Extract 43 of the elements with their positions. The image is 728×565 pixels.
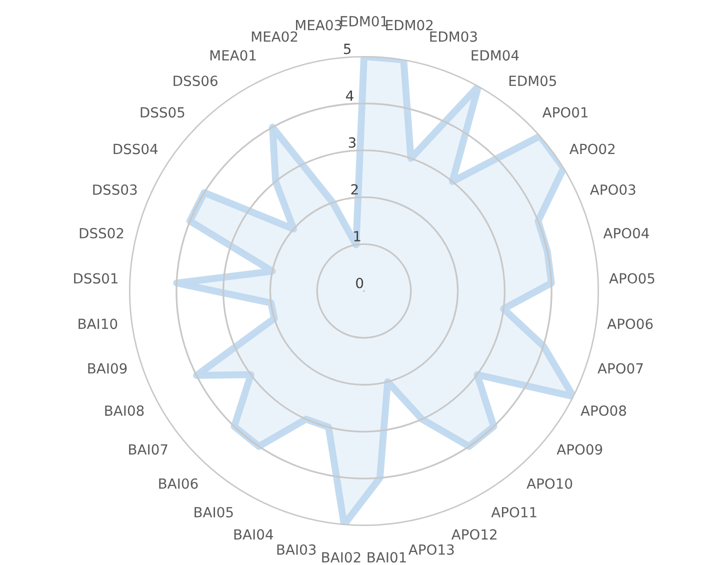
spoke-label: APO04 [603, 228, 649, 238]
spoke-label: DSS02 [80, 228, 124, 238]
spoke-label: DSS01 [74, 273, 118, 284]
spoke-label: APO05 [609, 273, 654, 284]
spoke-label: DSS03 [93, 184, 137, 195]
spoke-label: APO09 [556, 444, 602, 455]
y-tick-label: 4 [346, 90, 354, 101]
spoke-label: DSS05 [140, 107, 184, 118]
spoke-label: EDM03 [430, 31, 477, 42]
spoke-label: APO11 [491, 506, 536, 518]
y-tick-label: 2 [351, 184, 358, 194]
spoke-label: BAI10 [78, 318, 118, 330]
spoke-label: DSS06 [174, 76, 218, 86]
spoke-label: BAI09 [88, 363, 127, 374]
spoke-label: APO13 [408, 544, 454, 555]
y-tick-label: 1 [354, 231, 360, 242]
y-tick-label: 0 [356, 278, 364, 288]
spoke-label: APO08 [580, 405, 626, 416]
y-tick-label: 5 [344, 44, 351, 54]
spoke-label: EDM02 [386, 20, 433, 30]
spoke-label: MEA02 [252, 31, 298, 42]
spoke-label: EDM05 [509, 76, 556, 86]
spoke-label: EDM01 [340, 16, 388, 26]
spoke-label: APO12 [451, 529, 496, 540]
spoke-label: APO03 [590, 184, 636, 195]
spoke-label: BAI04 [234, 529, 274, 540]
spoke-label: APO02 [570, 144, 614, 154]
spoke-label: EDM04 [472, 50, 519, 61]
spoke-label: APO10 [526, 478, 572, 489]
spoke-label: MEA03 [296, 20, 342, 30]
spoke-label: APO07 [598, 363, 643, 374]
spoke-label: BAI02 [322, 552, 360, 563]
spoke-label: DSS04 [114, 144, 158, 154]
spoke-label: APO06 [607, 318, 653, 330]
spoke-label: BAI01 [368, 552, 406, 563]
spoke-label: BAI08 [105, 405, 144, 416]
spoke-label: BAI05 [194, 506, 233, 518]
spoke-label: BAI07 [129, 444, 168, 455]
y-tick-label: 3 [348, 137, 356, 148]
spoke-label: MEA01 [210, 50, 256, 61]
spoke-label: APO01 [542, 107, 588, 118]
spoke-label: BAI03 [277, 544, 316, 555]
spoke-label: BAI06 [159, 478, 198, 489]
